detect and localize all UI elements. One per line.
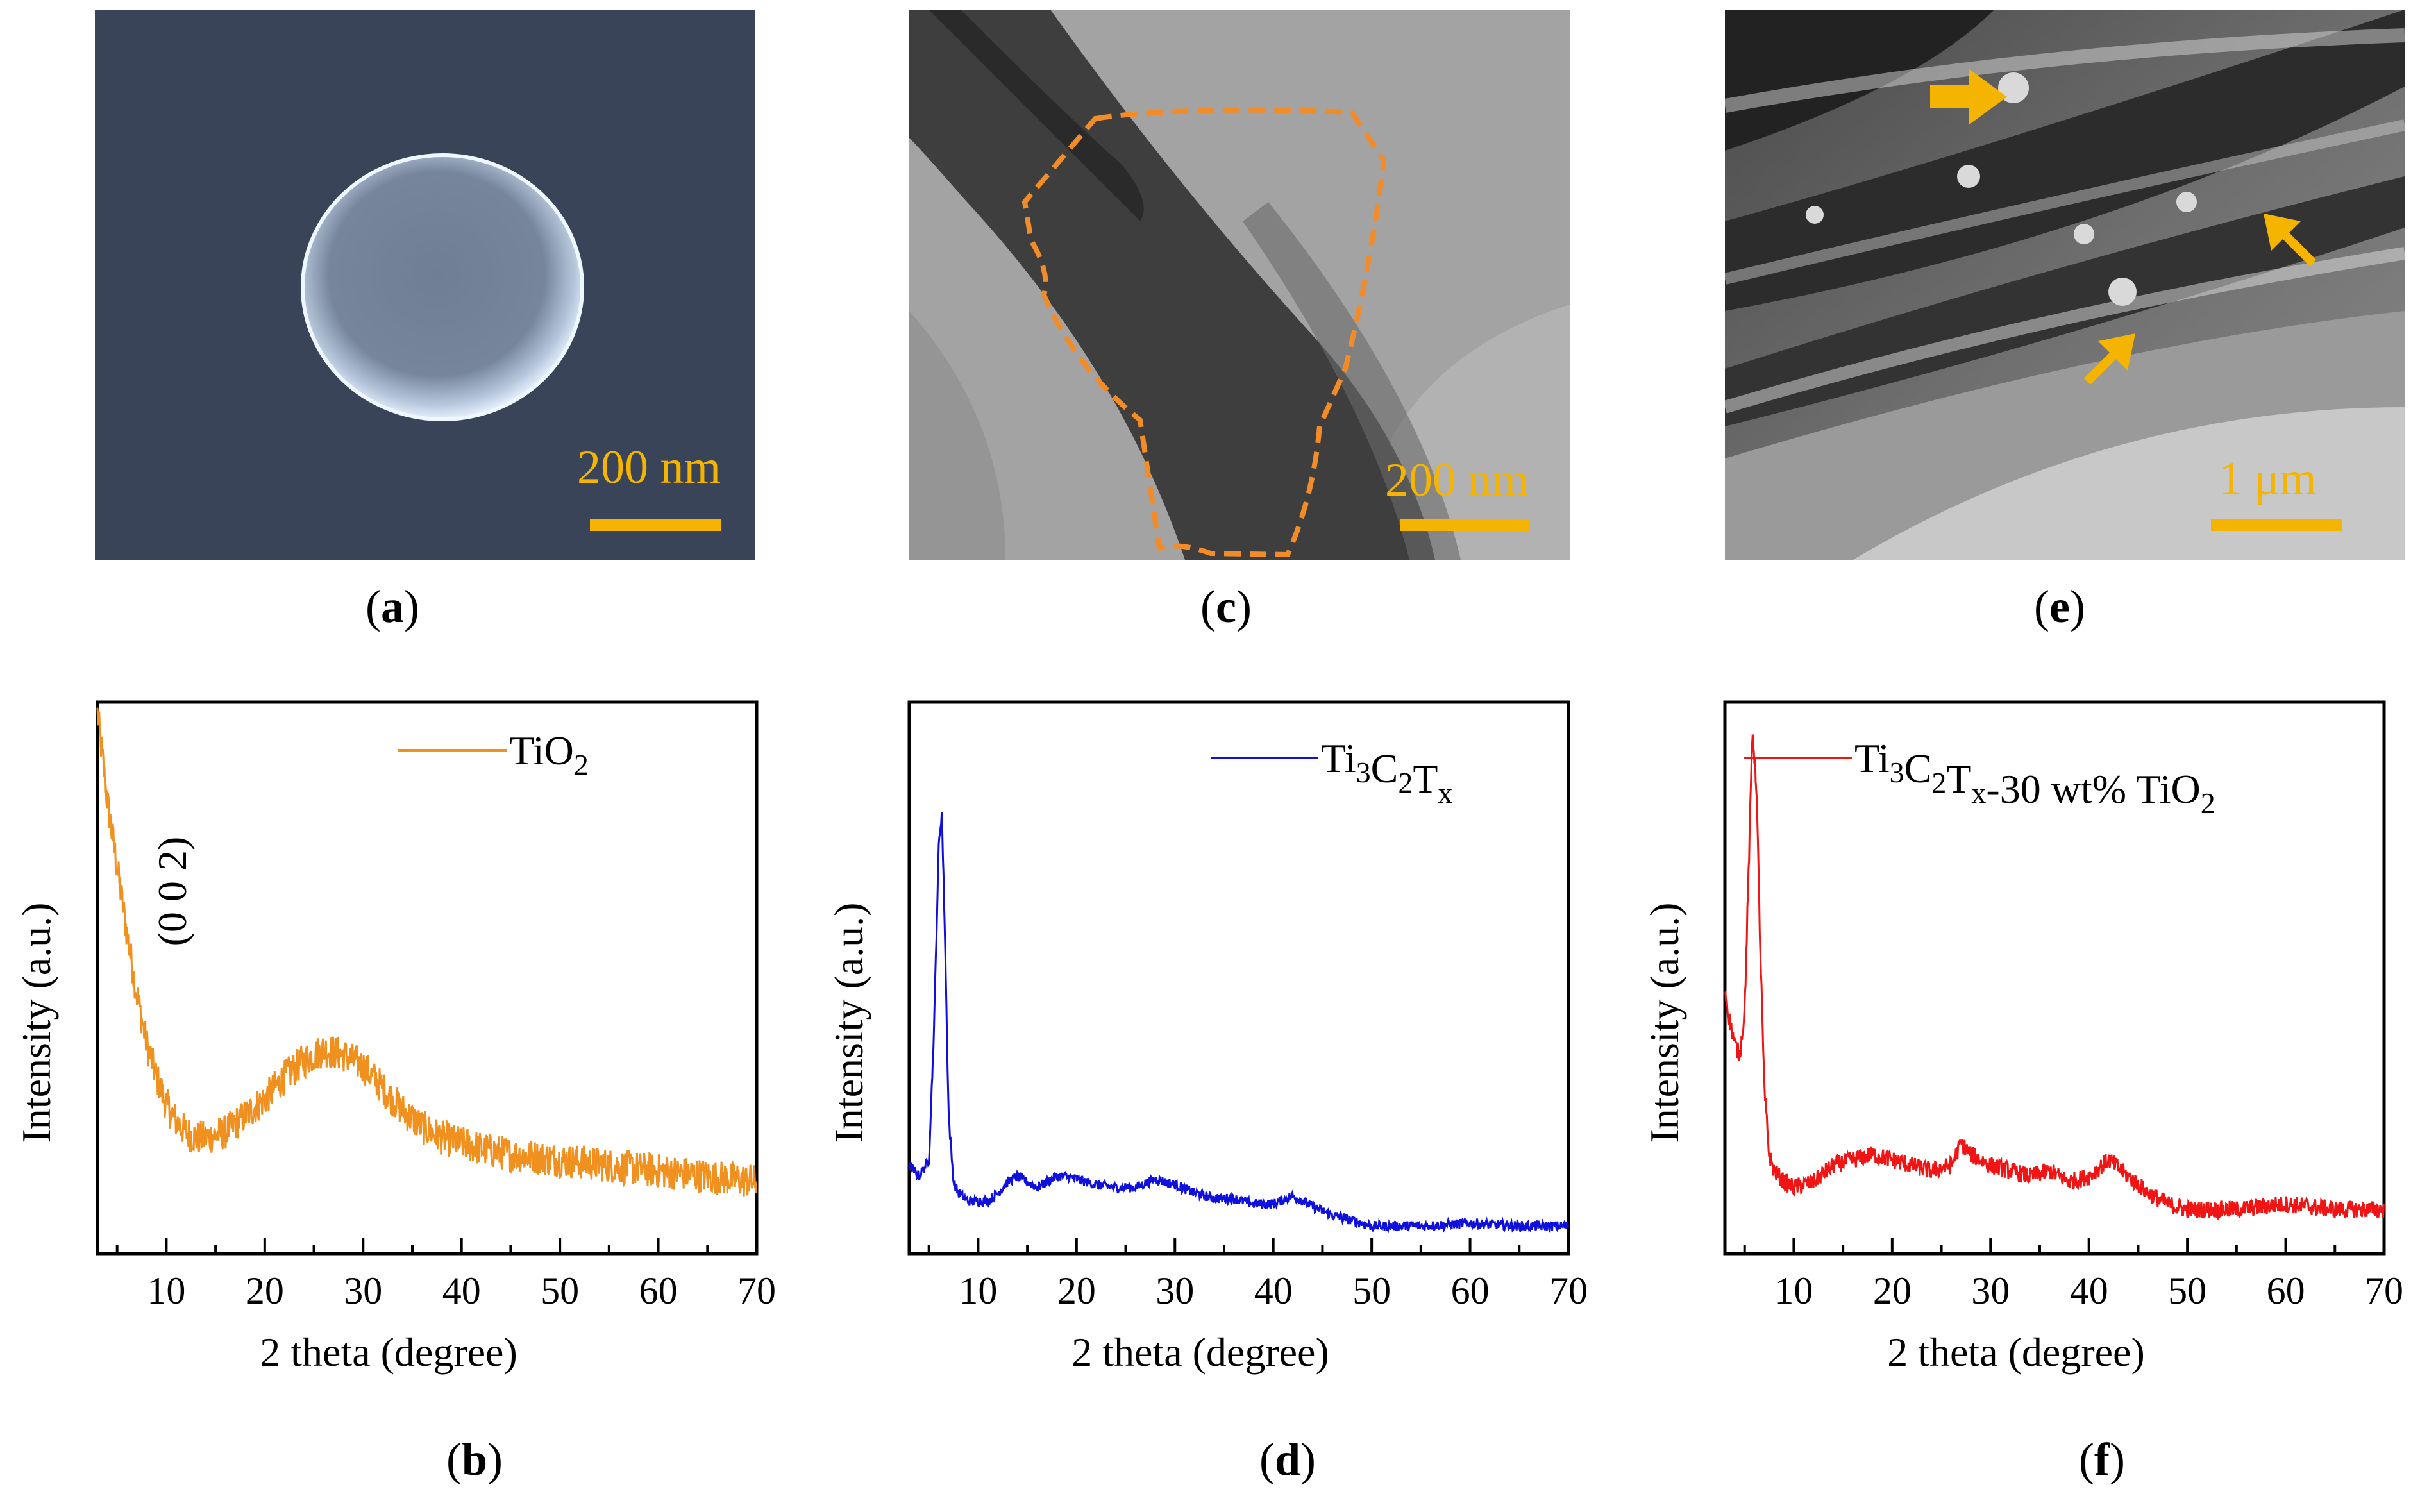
x-axis-label: 2 theta (degree) [1887,1329,2145,1375]
caption-letter: b [462,1434,487,1485]
legend-part: 2 [1398,766,1413,799]
scale-bar-e [2211,519,2342,531]
legend-part: 3 [1890,756,1904,789]
legend-part: C [1904,746,1932,791]
chart-f: 10 20 30 40 50 60 70 2 theta (degree) Intensity … [1642,700,2403,1485]
caption-f: (f) [2079,1434,2125,1485]
legend-part: C [1371,746,1399,791]
legend-part: Ti [1321,735,1356,781]
x-tick-label: 70 [1549,1270,1588,1312]
legend-part: TiO [509,728,574,773]
scale-bar-a [590,519,721,531]
panel-e-sem-image: 1 μm [1725,10,2405,560]
x-tick-label: 60 [1451,1270,1490,1312]
series-line [1724,734,2385,1221]
x-tick-label: 10 [959,1270,997,1312]
x-tick-label: 70 [2365,1270,2403,1312]
x-tick-label: 20 [1873,1270,1912,1312]
y-axis-label: Intensity (a.u.) [1642,903,1687,1143]
x-tick-label: 20 [246,1270,284,1312]
scale-bar-c [1400,519,1529,531]
legend-part: -30 wt% TiO [1986,766,2200,812]
legend-label: Ti3C2Tx [1321,735,1452,809]
series-line [908,812,1569,1234]
x-tick-label: 30 [1155,1270,1194,1312]
series-line [96,707,757,1197]
y-axis-label: Intensity (a.u.) [826,903,871,1143]
legend-part: T [1413,756,1438,802]
ti3c2tx-flake [909,10,1570,560]
x-tick-label: 20 [1057,1270,1096,1312]
arrow-icon [1930,69,2316,385]
x-axis-label: 2 theta (degree) [1071,1329,1329,1375]
x-tick-label: 40 [442,1270,481,1312]
caption-paren: ( [1259,1434,1275,1485]
legend-part: 2 [1931,766,1946,799]
scale-label-c: 200 nm [1385,454,1529,507]
x-tick-label: 30 [344,1270,382,1312]
caption-paren: ) [1300,1434,1316,1485]
peak-annotation: (0 0 2) [149,837,195,946]
legend-part: 2 [2201,787,2215,819]
caption-paren: ) [2110,1434,2125,1485]
legend-part: T [1946,756,1971,802]
x-tick-label: 60 [2267,1270,2305,1312]
x-tick-label: 50 [541,1270,579,1312]
x-tick-label: 40 [1254,1270,1293,1312]
legend-part: 2 [574,748,589,781]
flake-outline [1021,107,1387,558]
legend-label: Ti3C2Tx-30 wt% TiO2 [1854,735,2215,819]
caption-e: (e) [2034,581,2085,632]
caption-paren: ) [487,1434,503,1485]
x-tick-label: 60 [639,1270,678,1312]
caption-letter: d [1275,1434,1300,1485]
legend-part: 3 [1356,756,1371,789]
legend-label: TiO2 [509,728,589,781]
x-tick-label: 50 [2168,1270,2206,1312]
x-tick-label: 40 [2070,1270,2108,1312]
tio2-sphere [301,153,584,421]
composite-layers [1725,10,2405,560]
y-axis-label: Intensity (a.u.) [13,903,59,1143]
panel-a-sem-image: 200 nm [95,10,755,560]
plot-frame [96,700,759,1256]
caption-letter: f [2094,1434,2110,1485]
caption-d: (d) [1259,1434,1316,1485]
caption-c: (c) [1200,581,1252,632]
legend-part: Ti [1854,735,1890,781]
legend-part: x [1971,777,1986,809]
chart-d: 10 20 30 40 50 60 70 2 theta (degree) Intensity … [826,700,1588,1485]
x-tick-label: 10 [1774,1270,1813,1312]
x-tick-label: 70 [737,1270,776,1312]
chart-b: 10 20 30 40 50 60 70 2 theta (degree) Intensity … [13,700,776,1485]
panel-c-tem-image: 200 nm [909,10,1570,560]
scale-label-a: 200 nm [577,441,721,494]
scale-label-e: 1 μm [2219,453,2317,505]
plot-frame [907,700,1570,1256]
x-axis-label: 2 theta (degree) [260,1329,517,1375]
plot-frame [1723,700,2386,1256]
caption-a: (a) [366,581,419,632]
tio2-particles [1806,72,2197,306]
caption-paren: ( [2079,1434,2094,1485]
x-tick-label: 10 [147,1270,185,1312]
x-tick-label: 30 [1971,1270,2010,1312]
legend-part: x [1438,777,1452,809]
caption-paren: ( [446,1434,462,1485]
caption-b: (b) [446,1434,503,1485]
x-tick-label: 50 [1352,1270,1391,1312]
